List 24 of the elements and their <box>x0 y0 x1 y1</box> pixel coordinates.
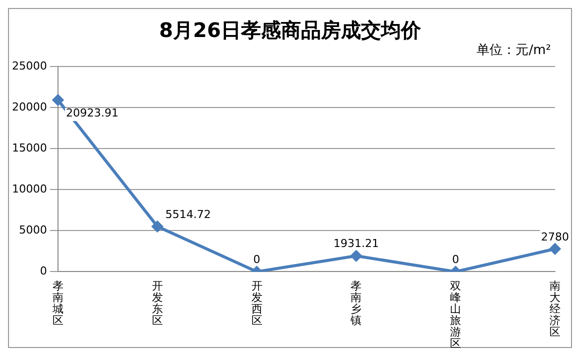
x-tick-label: 开发西区 <box>251 279 262 327</box>
point <box>152 220 163 232</box>
data-label: 0 <box>452 253 460 266</box>
x-tick-label: 孝南城区 <box>51 279 64 327</box>
point <box>350 250 362 262</box>
x-tick-label: 开发东区 <box>152 279 163 327</box>
y-tick-label: 10000 <box>12 182 47 196</box>
text: 单位：元/m² <box>476 42 551 59</box>
y-tick-label: 25000 <box>12 59 47 72</box>
x-tick-label: 双峰山旅游区 <box>450 279 462 350</box>
point <box>550 243 560 254</box>
x-tick-label: 孝南乡镇 <box>350 279 362 327</box>
data-label: 5514.72 <box>165 208 211 221</box>
y-tick-label: 5000 <box>18 224 47 237</box>
y-tick-label: 15000 <box>12 142 47 154</box>
data-label: 1931.21 <box>333 237 379 250</box>
data-label: 20923.91 <box>66 106 118 120</box>
point <box>52 94 64 106</box>
y-tick-label: 0 <box>40 264 47 278</box>
y-tick-label: 20000 <box>12 100 47 114</box>
chart-title: 8月26日孝感商品房成交均价 <box>159 18 421 42</box>
x-tick-label: 南大经济区 <box>550 279 560 339</box>
data-label: 2780 <box>541 230 569 244</box>
data-label: 0 <box>253 253 260 266</box>
